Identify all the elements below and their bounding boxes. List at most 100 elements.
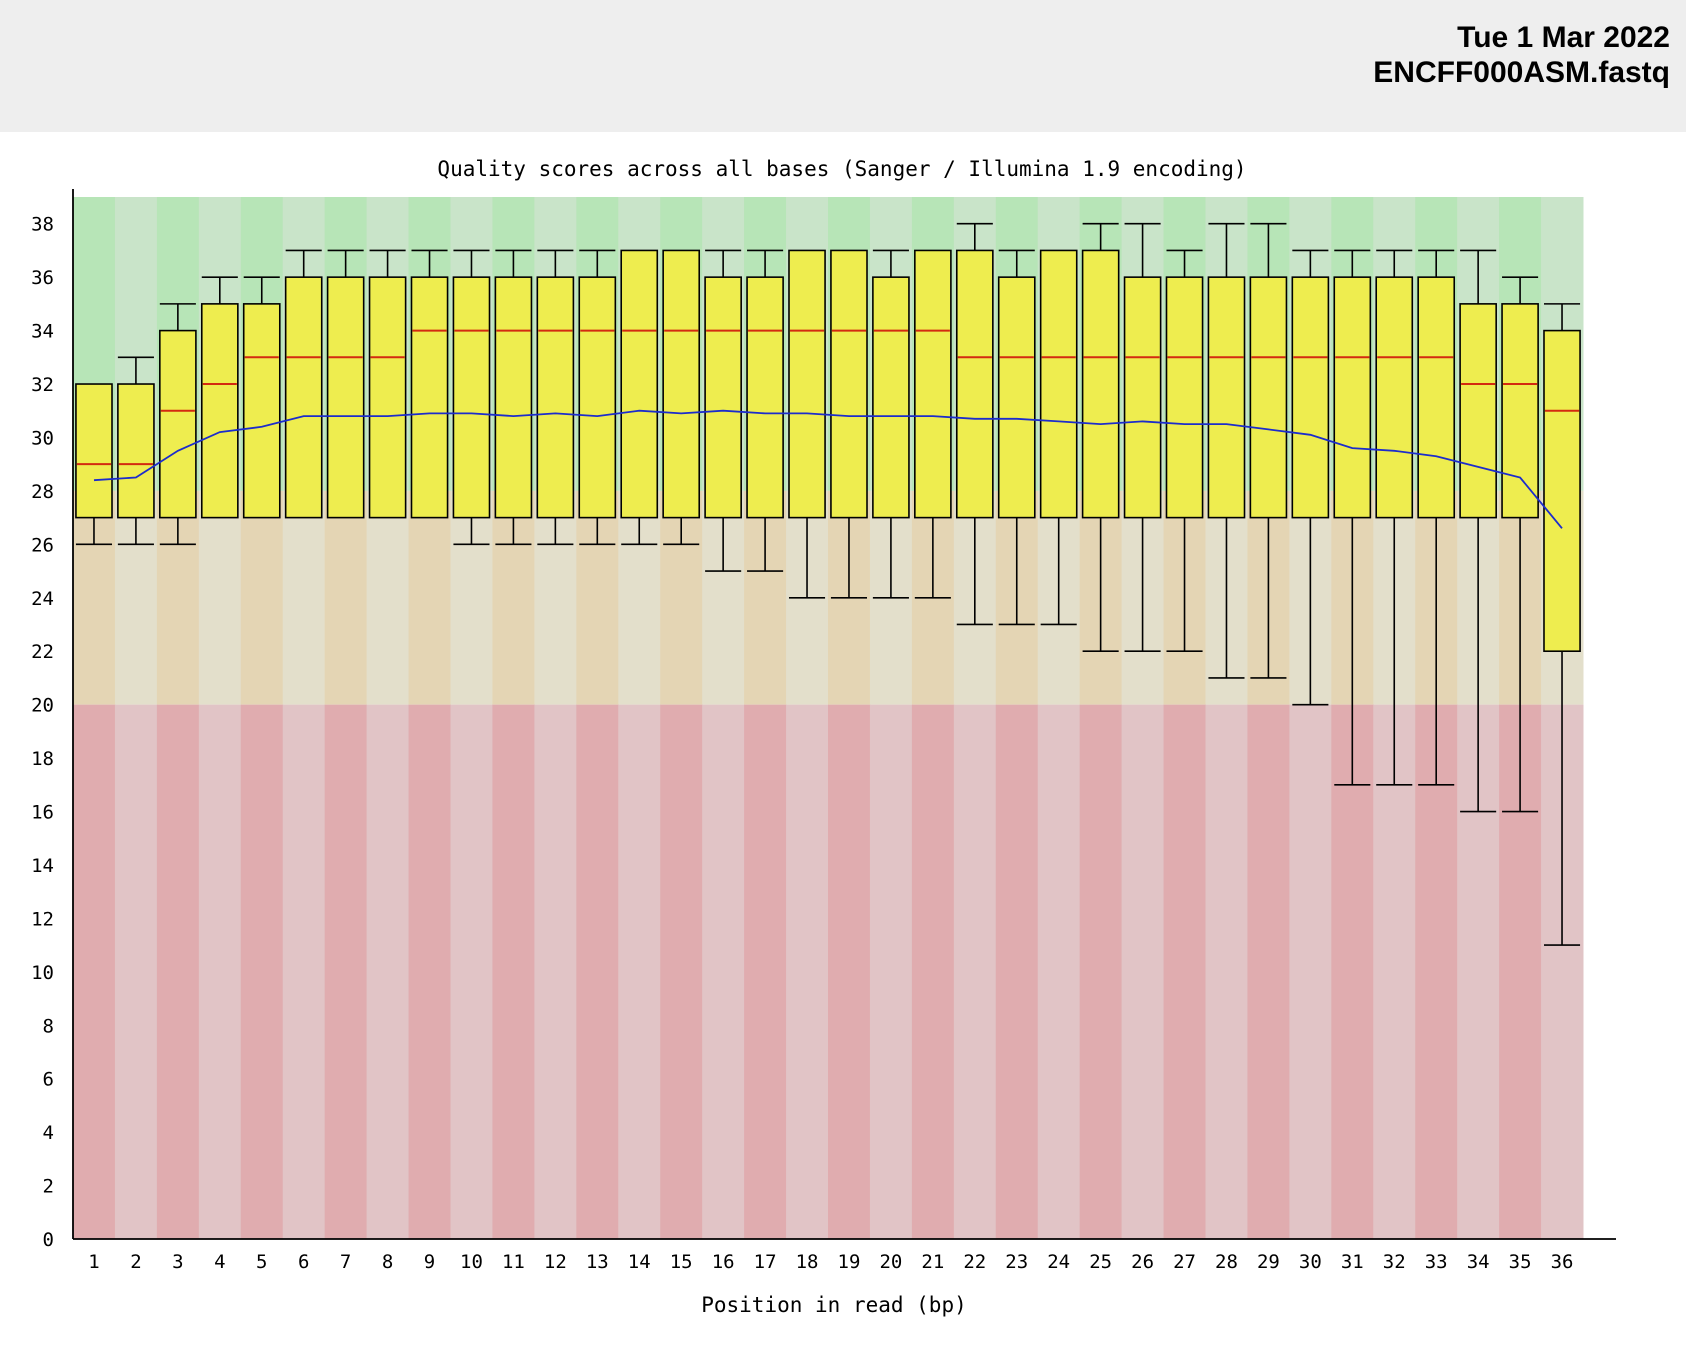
box-position-15	[662, 249, 701, 546]
band-poor-cell	[198, 704, 242, 1239]
band-poor-cell	[995, 704, 1039, 1239]
band-poor-cell	[408, 704, 451, 1239]
x-tick-label: 29	[1257, 1251, 1280, 1273]
box-position-30	[1291, 249, 1330, 706]
box-position-18	[788, 249, 826, 599]
report-header: Tue 1 Mar 2022 ENCFF000ASM.fastq	[0, 0, 1686, 132]
x-tick-label: 21	[921, 1251, 944, 1273]
band-poor-cell	[786, 704, 829, 1239]
box-position-17	[746, 249, 784, 572]
iqr-box	[914, 249, 952, 519]
box-position-7	[326, 249, 365, 519]
box-series	[75, 222, 1581, 946]
iqr-box	[1417, 276, 1456, 519]
band-poor-cell	[156, 704, 200, 1239]
y-tick-label: 24	[31, 588, 54, 610]
box-position-22	[955, 222, 994, 626]
box-position-31	[1333, 249, 1372, 786]
iqr-box	[1249, 276, 1288, 519]
iqr-box	[242, 303, 281, 519]
iqr-box	[200, 303, 239, 519]
x-tick-label: 25	[1089, 1251, 1112, 1273]
band-ok-cell	[324, 490, 368, 705]
x-tick-label: 3	[172, 1251, 183, 1273]
band-poor-cell	[114, 704, 158, 1239]
band-poor-cell	[953, 704, 997, 1239]
iqr-box	[368, 276, 407, 519]
band-poor-cell	[869, 704, 913, 1239]
iqr-box	[955, 249, 994, 519]
box-position-25	[1081, 222, 1120, 653]
band-poor-cell	[660, 704, 703, 1239]
box-position-28	[1207, 222, 1246, 679]
band-poor-cell	[534, 704, 577, 1239]
x-tick-label: 26	[1131, 1251, 1154, 1273]
iqr-box	[75, 383, 113, 519]
iqr-box	[1207, 276, 1246, 519]
x-tick-label: 22	[963, 1251, 986, 1273]
iqr-box	[1039, 249, 1078, 519]
band-ok-cell	[240, 490, 284, 705]
report-filename: ENCFF000ASM.fastq	[1373, 56, 1670, 89]
band-poor-cell	[828, 704, 871, 1239]
iqr-box	[1501, 303, 1539, 519]
x-tick-label: 12	[544, 1251, 567, 1273]
x-tick-label: 30	[1299, 1251, 1322, 1273]
x-tick-label: 10	[460, 1251, 483, 1273]
y-tick-label: 22	[31, 641, 54, 663]
x-tick-label: 34	[1467, 1251, 1490, 1273]
x-tick-label: 11	[502, 1251, 525, 1273]
chart-container: Quality scores across all bases (Sanger …	[0, 132, 1686, 1346]
band-poor-cell	[576, 704, 619, 1239]
y-tick-label: 8	[43, 1015, 54, 1037]
header-text: Tue 1 Mar 2022 ENCFF000ASM.fastq	[1373, 20, 1670, 90]
band-poor-cell	[1331, 704, 1374, 1239]
iqr-box	[830, 249, 868, 519]
band-poor-cell	[1415, 704, 1458, 1239]
box-position-29	[1249, 222, 1288, 679]
y-tick-label: 0	[43, 1229, 54, 1251]
box-position-2	[117, 356, 155, 546]
quality-boxplot-chart: Quality scores across all bases (Sanger …	[31, 157, 1616, 1317]
x-tick-label: 14	[628, 1251, 651, 1273]
iqr-box	[326, 276, 365, 519]
band-ok-cell	[366, 490, 410, 705]
x-tick-label: 35	[1509, 1251, 1532, 1273]
box-position-13	[578, 249, 617, 546]
band-poor-cell	[1121, 704, 1165, 1239]
box-position-16	[704, 249, 742, 572]
x-tick-label: 1	[88, 1251, 99, 1273]
chart-title: Quality scores across all bases (Sanger …	[437, 157, 1246, 181]
y-tick-label: 30	[31, 427, 54, 449]
band-poor-cell	[73, 704, 116, 1239]
x-tick-label: 31	[1341, 1251, 1364, 1273]
x-tick-label: 33	[1425, 1251, 1448, 1273]
box-position-33	[1417, 249, 1456, 786]
band-poor-cell	[618, 704, 661, 1239]
box-position-14	[620, 249, 659, 546]
report-date: Tue 1 Mar 2022	[1457, 21, 1670, 54]
box-position-23	[997, 249, 1036, 626]
x-tick-label: 16	[712, 1251, 735, 1273]
iqr-box	[410, 276, 449, 519]
iqr-box	[1291, 276, 1330, 519]
box-position-27	[1165, 249, 1204, 653]
x-tick-label: 13	[586, 1251, 609, 1273]
iqr-box	[117, 383, 155, 519]
y-tick-label: 28	[31, 481, 54, 503]
iqr-box	[1543, 329, 1581, 653]
box-position-10	[452, 249, 491, 546]
band-poor-cell	[282, 704, 326, 1239]
band-poor-cell	[1205, 704, 1248, 1239]
x-tick-label: 27	[1173, 1251, 1196, 1273]
iqr-box	[997, 276, 1036, 519]
box-position-35	[1501, 276, 1539, 813]
x-tick-label: 9	[424, 1251, 435, 1273]
iqr-box	[1333, 276, 1372, 519]
band-poor-cell	[1079, 704, 1123, 1239]
x-tick-label: 19	[838, 1251, 861, 1273]
band-poor-cell	[366, 704, 410, 1239]
x-tick-label: 20	[879, 1251, 902, 1273]
box-position-24	[1039, 249, 1078, 626]
